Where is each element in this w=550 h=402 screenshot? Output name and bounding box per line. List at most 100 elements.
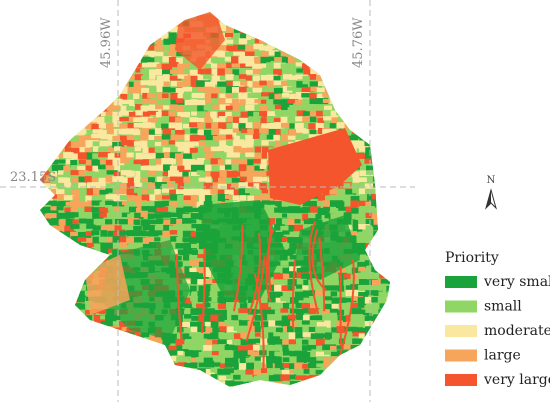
raster-cell <box>120 50 134 56</box>
raster-cell <box>364 320 378 327</box>
raster-cell <box>49 123 58 129</box>
raster-cell <box>203 129 212 137</box>
raster-cell <box>42 56 53 64</box>
raster-cell <box>345 267 355 272</box>
raster-cell <box>140 68 153 75</box>
raster-cell <box>42 386 49 387</box>
raster-cell <box>392 357 401 362</box>
raster-cell <box>58 302 66 310</box>
raster-cell <box>196 111 208 119</box>
raster-cell <box>253 309 267 314</box>
raster-cell <box>40 350 44 356</box>
raster-cell <box>246 381 259 386</box>
raster-cell <box>267 314 280 321</box>
raster-cell <box>245 69 260 75</box>
raster-cell <box>142 159 152 166</box>
raster-cell <box>259 170 271 177</box>
raster-cell <box>364 381 377 387</box>
raster-cell <box>310 56 319 62</box>
raster-cell <box>142 14 149 22</box>
raster-cell <box>385 261 390 270</box>
raster-cell <box>49 12 62 14</box>
raster-cell <box>324 105 337 110</box>
raster-cell <box>51 38 61 45</box>
raster-cell <box>135 68 144 73</box>
raster-cell <box>84 206 95 213</box>
raster-cell <box>140 20 154 28</box>
raster-cell <box>359 321 367 328</box>
raster-cell <box>126 332 135 340</box>
raster-cell <box>58 75 71 83</box>
raster-cell <box>261 374 268 381</box>
raster-cell <box>70 26 81 34</box>
raster-cell <box>184 62 195 67</box>
raster-cell <box>372 189 383 195</box>
raster-cell <box>126 183 139 188</box>
raster-cell <box>175 380 189 387</box>
raster-cell <box>210 302 220 309</box>
raster-cell <box>218 152 229 160</box>
raster-cell <box>57 147 66 152</box>
raster-cell <box>253 44 264 50</box>
raster-cell <box>302 357 316 363</box>
raster-cell <box>239 86 249 94</box>
raster-cell <box>105 122 115 131</box>
raster-cell <box>336 45 343 51</box>
raster-cell <box>385 351 390 359</box>
raster-cell <box>190 188 203 196</box>
raster-cell <box>233 350 246 359</box>
raster-cell <box>359 122 366 128</box>
raster-cell <box>127 27 134 35</box>
raster-cell <box>163 152 175 160</box>
drainage <box>318 237 326 312</box>
raster-cell <box>386 194 390 201</box>
raster-cell <box>352 350 360 356</box>
raster-cell <box>169 104 178 110</box>
raster-cell <box>134 212 144 219</box>
raster-cell <box>42 315 49 322</box>
raster-cell <box>372 285 384 293</box>
raster-cell <box>156 176 164 182</box>
raster-cell <box>338 302 351 311</box>
raster-cell <box>210 63 219 68</box>
raster-cell <box>387 158 390 166</box>
raster-cell <box>372 56 383 62</box>
raster-cell <box>203 105 214 111</box>
raster-cell <box>217 291 225 299</box>
raster-cell <box>149 381 159 387</box>
raster-cell <box>170 194 184 201</box>
raster-cell <box>70 362 84 368</box>
raster-cell <box>210 171 224 179</box>
raster-cell <box>245 152 255 158</box>
raster-cell <box>254 195 263 203</box>
raster-cell <box>365 363 379 369</box>
raster-cell <box>253 32 260 38</box>
raster-cell <box>169 87 182 93</box>
raster-cell <box>43 183 51 189</box>
raster-cell <box>170 249 181 257</box>
raster-cell <box>85 315 93 322</box>
raster-cell <box>380 111 389 119</box>
raster-cell <box>261 315 271 321</box>
raster-cell <box>261 92 274 97</box>
raster-cell <box>380 267 390 274</box>
raster-cell <box>182 218 192 224</box>
raster-cell <box>282 74 293 80</box>
raster-cell <box>40 140 44 149</box>
raster-cell <box>315 387 322 393</box>
raster-cell <box>239 147 251 155</box>
raster-cell <box>303 297 313 304</box>
raster-cell <box>273 69 284 76</box>
raster-cell <box>267 69 276 75</box>
raster-cell <box>344 122 354 130</box>
raster-cell <box>198 362 210 368</box>
raster-cell <box>154 135 166 142</box>
raster-cell <box>99 140 110 147</box>
raster-cell <box>315 296 329 304</box>
raster-cell <box>260 332 269 337</box>
raster-cell <box>352 380 362 387</box>
raster-cell <box>58 200 71 207</box>
raster-cell <box>169 230 178 235</box>
raster-cell <box>64 267 72 273</box>
raster-cell <box>49 86 61 95</box>
